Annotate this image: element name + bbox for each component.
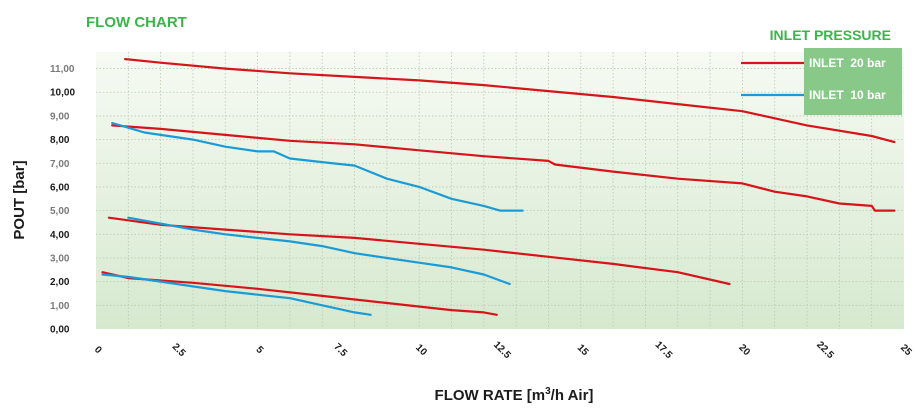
x-tick-label: 2.5 xyxy=(170,341,188,359)
legend-title: INLET PRESSURE xyxy=(770,27,891,43)
y-tick-label: 4,00 xyxy=(50,230,70,241)
y-tick-label: 3,00 xyxy=(50,253,70,264)
y-tick-label: 8,00 xyxy=(50,135,70,146)
series-line xyxy=(107,216,731,286)
x-axis-label-sup: 3 xyxy=(545,386,551,397)
x-tick-label: 20 xyxy=(736,342,752,358)
chart-title: FLOW CHART xyxy=(86,14,187,31)
x-tick-label: 22.5 xyxy=(814,339,836,361)
y-tick-label: 5,00 xyxy=(50,206,70,217)
x-tick-label: 10 xyxy=(413,342,429,358)
series-line xyxy=(123,57,896,144)
legend-box xyxy=(804,48,902,115)
x-axis-label-main: FLOW RATE [m xyxy=(435,387,546,404)
x-tick-label: 12.5 xyxy=(491,339,513,361)
y-tick-label: 1,00 xyxy=(50,301,70,312)
series-line xyxy=(111,124,896,212)
y-tick-label: 7,00 xyxy=(50,159,70,170)
x-tick-label: 5 xyxy=(254,344,266,356)
legend-label-10bar: INLET 10 bar xyxy=(809,88,886,102)
x-tick-label: 7.5 xyxy=(331,341,349,359)
y-tick-label: 10,00 xyxy=(50,88,75,99)
plot-area xyxy=(96,52,904,329)
x-tick-label: 0 xyxy=(92,344,104,356)
series-layer xyxy=(101,57,896,316)
legend-label-20bar: INLET 20 bar xyxy=(809,56,886,70)
series-line xyxy=(111,121,524,212)
y-tick-label: 6,00 xyxy=(50,182,70,193)
x-axis-label-rest: /h Air] xyxy=(551,387,594,404)
y-tick-label: 2,00 xyxy=(50,277,70,288)
x-tick-label: 17.5 xyxy=(653,339,675,361)
series-line xyxy=(127,216,511,286)
series-line xyxy=(101,273,372,316)
y-tick-label: 0,00 xyxy=(50,325,70,336)
y-axis-label: POUT [bar] xyxy=(11,160,28,239)
y-tick-label: 11,00 xyxy=(50,64,75,75)
x-axis-label: FLOW RATE [m3/h Air] xyxy=(435,386,594,404)
y-tick-label: 9,00 xyxy=(50,111,70,122)
legend: INLET 20 bar INLET 10 bar xyxy=(741,48,902,115)
grid xyxy=(96,52,904,329)
x-tick-label: 15 xyxy=(575,342,591,358)
x-tick-label: 25 xyxy=(898,342,914,358)
